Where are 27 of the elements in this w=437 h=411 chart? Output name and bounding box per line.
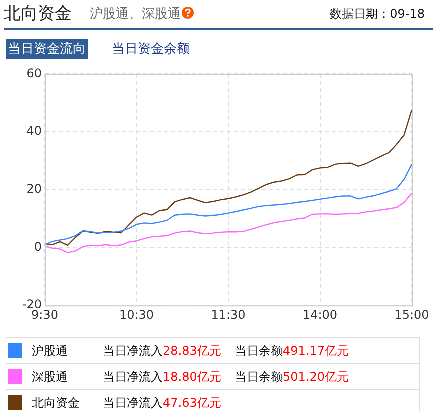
text: 当日余额 [235,344,283,358]
x-tick-label: 15:00 [394,308,430,322]
text: 47.63亿元 [163,396,222,410]
chart-subtitle: 沪股通、深股通 [90,6,181,23]
y-tick-label: 60 [26,66,42,80]
text: 当日净流入 [103,370,163,384]
text: 当日净流入 [103,344,163,358]
text: 当日净流入 [103,396,163,410]
y-tick-label: 40 [26,124,42,138]
x-tick-label: 9:30 [32,308,58,322]
x-tick-label: 10:30 [119,308,154,322]
x-tick-label: 14:00 [302,308,338,322]
legend-label: 深股通 [32,369,68,386]
text: 当日余额 [235,370,283,384]
text: 18.80亿元 [163,370,222,384]
x-tick-label: 11:30 [211,308,246,322]
legend-label: 沪股通 [32,343,68,360]
text: 28.83亿元 [163,344,222,358]
text: 当日资金流向 [6,39,88,59]
legend-label: 北向资金 [32,395,80,411]
text: 491.17亿元 [283,344,349,358]
text: 501.20亿元 [283,370,349,384]
chart-title: 北向资金 [4,3,72,25]
y-tick-label: 20 [26,182,42,196]
text: 当日资金余额 [111,41,191,59]
y-tick-label: 0 [34,240,42,254]
text: 数据日期：09-18 [330,6,425,23]
